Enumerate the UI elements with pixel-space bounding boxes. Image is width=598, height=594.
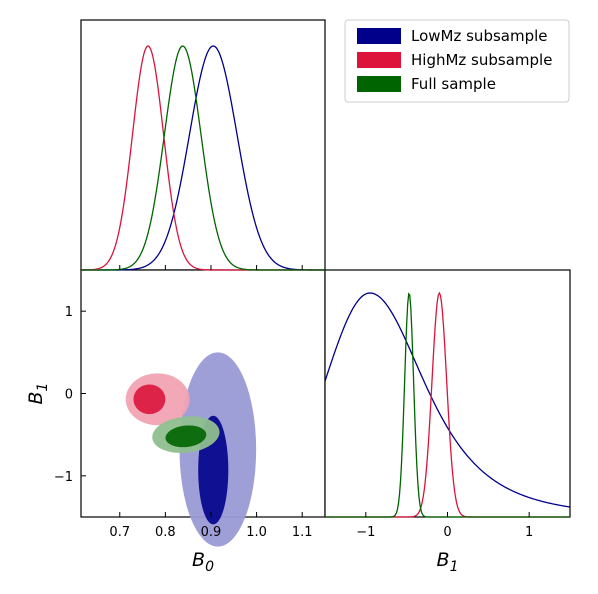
- x-axis-label-b0: B0: [192, 549, 214, 575]
- b1-marginal-curve-lowmz-subsample: [324, 292, 571, 508]
- b0-marginal-curve-lowmz-subsample: [81, 45, 325, 271]
- b0-tick-label: 1.0: [246, 525, 267, 540]
- legend-swatch: [357, 76, 401, 92]
- b1-y-tick-label: 0: [65, 388, 73, 403]
- legend-label: Full sample: [411, 75, 496, 93]
- x-axis-label-b1-subscript: 1: [450, 559, 459, 575]
- x-axis-label-b1-main: B: [437, 549, 450, 571]
- b1-x-tick-label: 0: [443, 525, 451, 540]
- y-axis-label-b1: B1: [25, 383, 51, 405]
- contour-68-full-sample: [165, 425, 207, 448]
- b1-y-tick-label: 1: [65, 305, 73, 320]
- x-axis-label-b0-subscript: 0: [205, 559, 214, 575]
- b1-x-tick-label: 1: [525, 525, 533, 540]
- legend: LowMz subsample HighMz subsample Full samp…: [344, 19, 570, 103]
- legend-swatch: [357, 28, 401, 44]
- b0-marginal-curve-full-sample: [81, 45, 325, 271]
- x-axis-label-b0-main: B: [192, 549, 205, 571]
- b1-x-tick-label: −1: [356, 525, 375, 540]
- b0-tick-label: 0.7: [109, 525, 130, 540]
- b0-tick-label: 0.9: [201, 525, 222, 540]
- legend-swatch: [357, 52, 401, 68]
- b0-tick-label: 0.8: [155, 525, 176, 540]
- b0-tick-label: 1.1: [292, 525, 313, 540]
- b1-y-tick-label: −1: [54, 470, 73, 485]
- y-axis-label-b1-main: B: [25, 391, 47, 404]
- legend-label: LowMz subsample: [411, 27, 548, 45]
- x-axis-label-b1: B1: [437, 549, 459, 575]
- legend-label: HighMz subsample: [411, 51, 552, 69]
- y-axis-label-b1-subscript: 1: [35, 383, 51, 392]
- contour-68-highmz-subsample: [133, 384, 166, 415]
